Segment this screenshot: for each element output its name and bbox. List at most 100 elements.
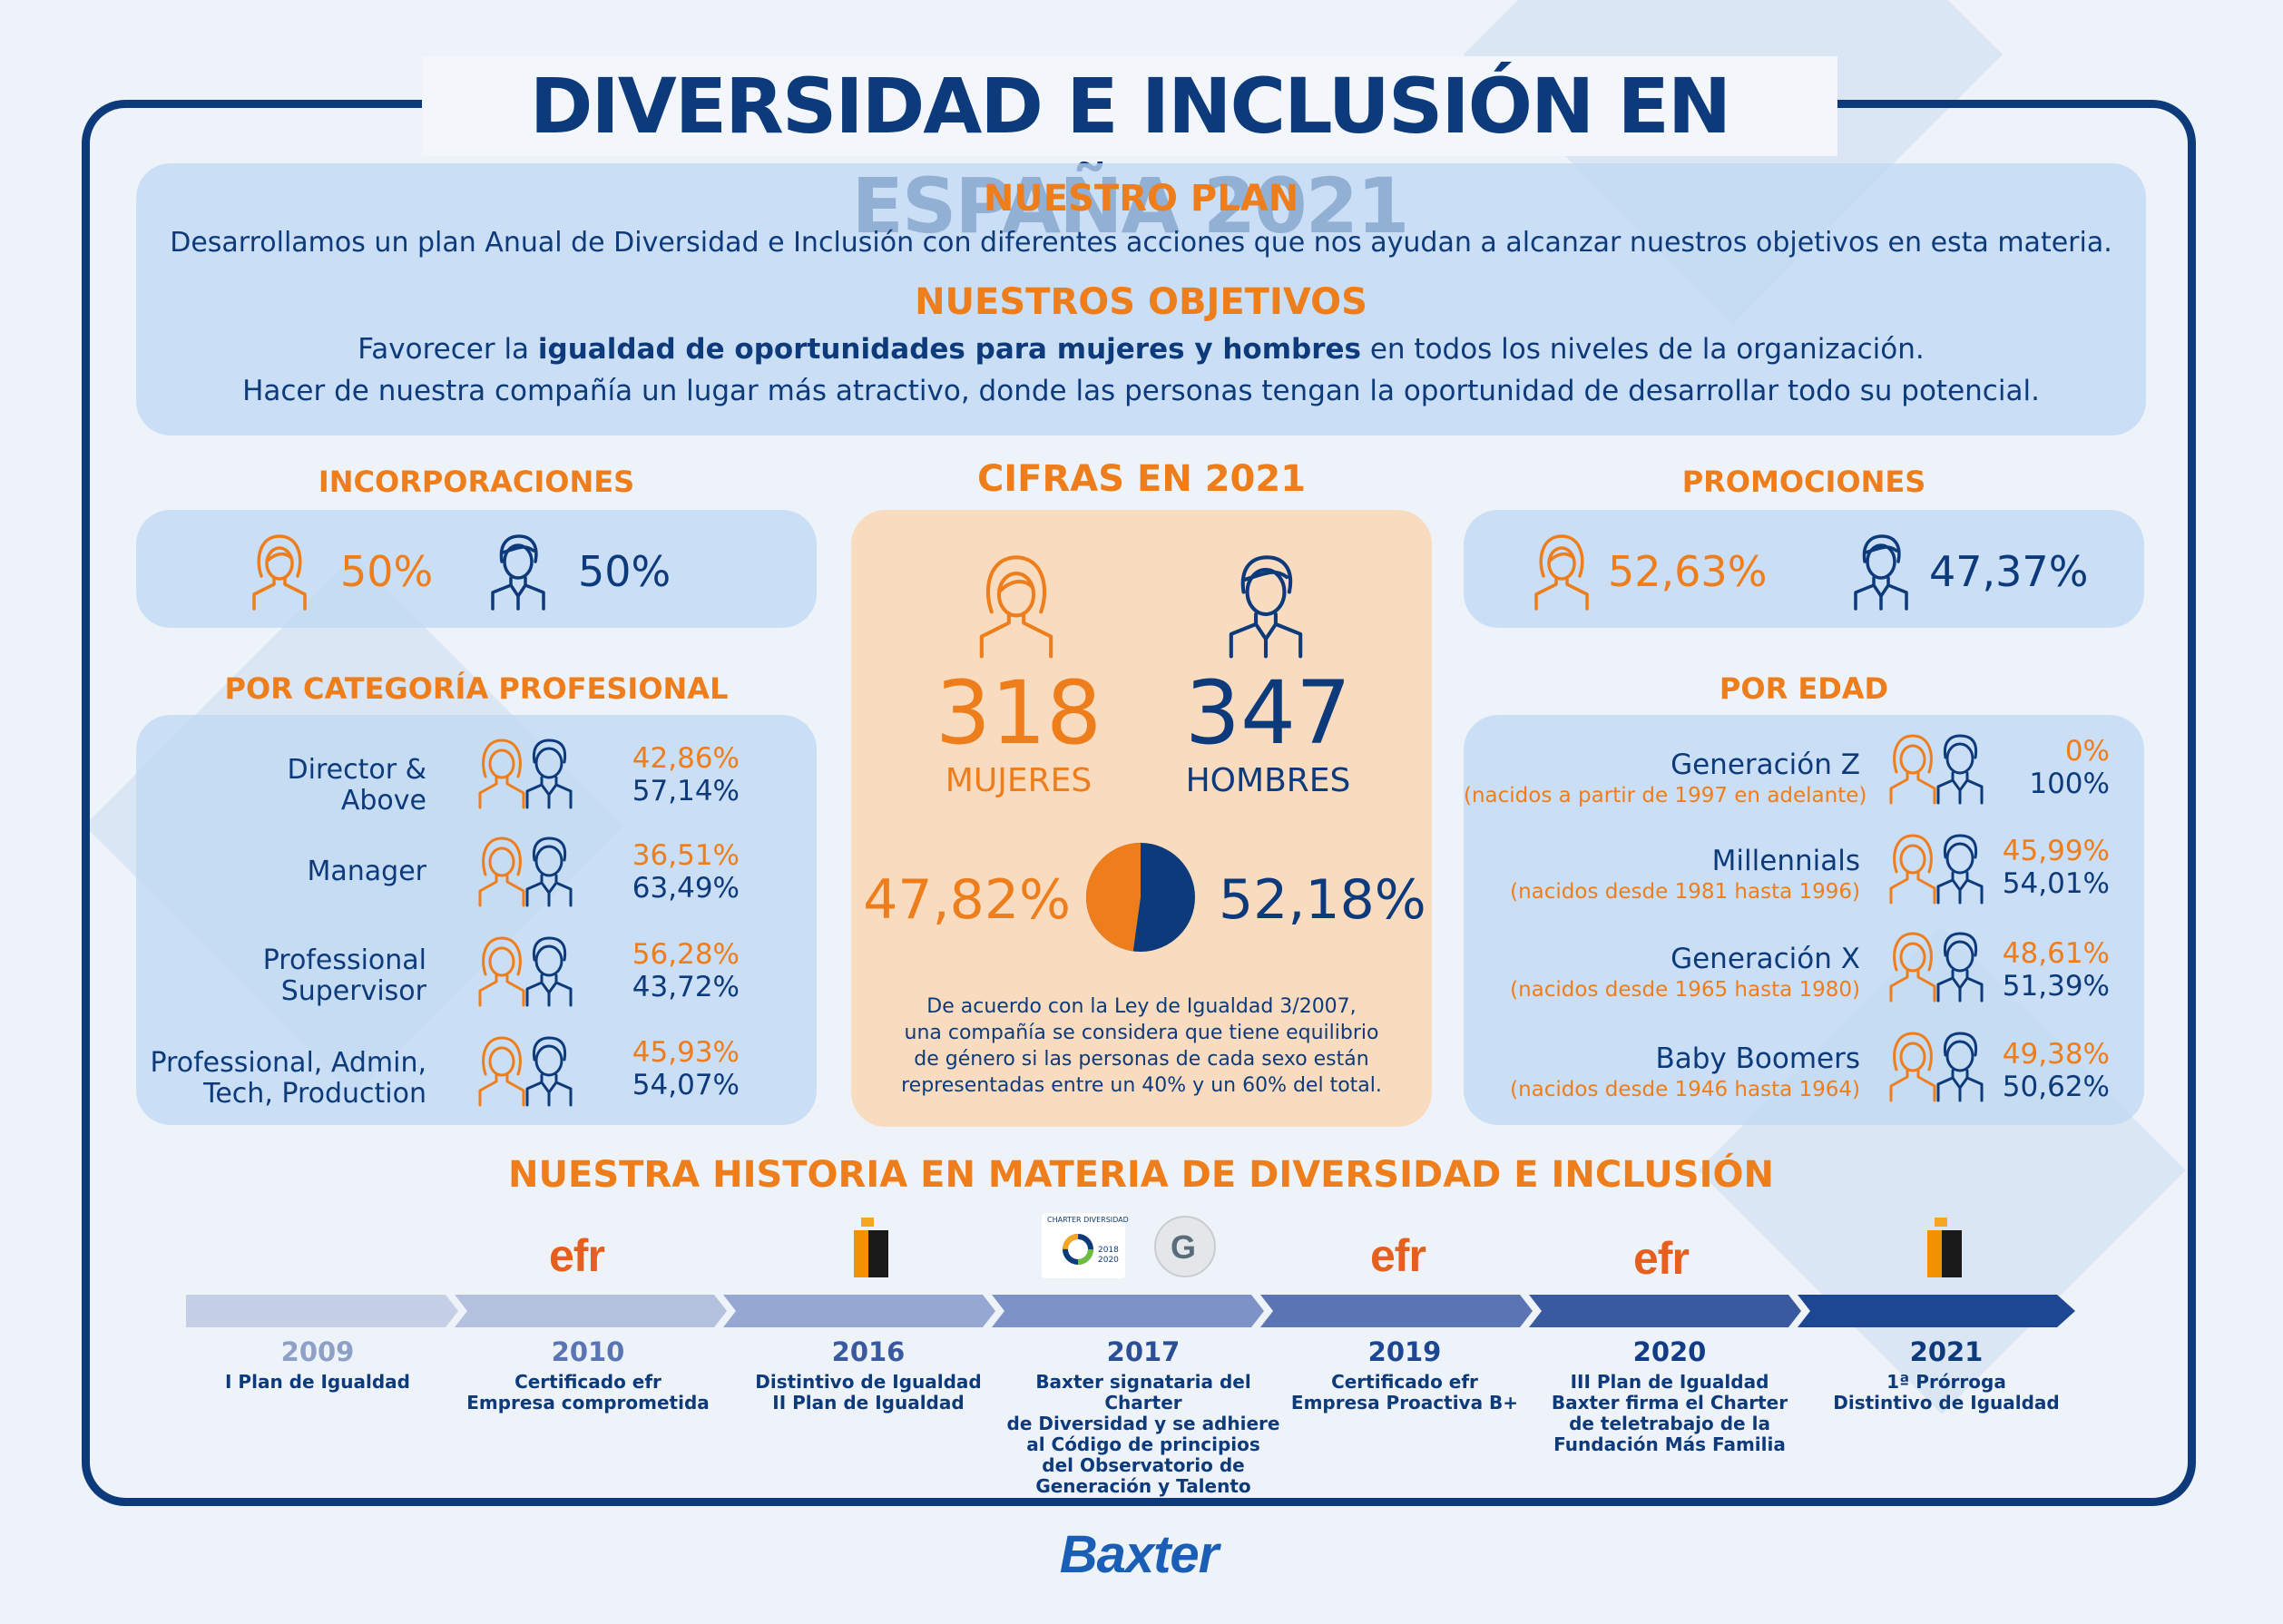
promociones-women-pct: 52,63% <box>1608 547 1768 596</box>
categoria-label-line: Professional <box>262 944 426 976</box>
categoria-men-pct: 54,07% <box>632 1069 740 1101</box>
man-icon <box>491 534 545 611</box>
timeline-desc-line: I Plan de Igualdad <box>225 1371 410 1393</box>
edad-label-main: Millennials <box>1711 845 1860 877</box>
timeline-desc-line: Generación y Talento <box>1035 1475 1251 1497</box>
timeline-bar <box>186 1295 2075 1327</box>
timeline-desc-line: Baxter signataria del Charter <box>1035 1371 1251 1414</box>
categoria-women-pct: 36,51% <box>632 839 740 872</box>
objetivos-line1-start: Favorecer la <box>358 333 538 366</box>
edad-pcts: 45,99% 54,01% <box>1978 835 2110 900</box>
objetivos-line2: Hacer de nuestra compañía un lugar más a… <box>242 375 2040 407</box>
cifras-note-line: una compañía se considera que tiene equi… <box>904 1022 1379 1044</box>
timeline-desc-line: Empresa Proactiva B+ <box>1290 1392 1519 1414</box>
timeline-desc: III Plan de Igualdad Baxter firma el Char… <box>1529 1372 1810 1455</box>
couple-icon <box>1889 932 1984 1003</box>
timeline-year: 2021 <box>1909 1336 1984 1367</box>
edad-label-sub: (nacidos desde 1946 hasta 1964) <box>1510 1078 1860 1101</box>
timeline-year: 2009 <box>280 1336 355 1367</box>
timeline-desc-line: de teletrabajo de la <box>1569 1413 1770 1434</box>
timeline-desc-line: de Diversidad y se adhiere <box>1006 1413 1280 1434</box>
timeline-desc: Distintivo de Igualdad II Plan de Igualda… <box>728 1372 1009 1414</box>
cifras-note-line: De acuerdo con la Ley de Igualdad 3/2007… <box>926 995 1357 1018</box>
charter-logo-years: 2018 2020 <box>1098 1246 1119 1265</box>
igualdad-logo <box>854 1218 888 1277</box>
promociones-panel <box>1464 510 2144 628</box>
timeline-desc-line: Distintivo de Igualdad <box>755 1371 982 1393</box>
timeline-desc-line: III Plan de Igualdad <box>1570 1371 1769 1393</box>
cifras-panel <box>851 510 1432 1127</box>
categoria-label: Manager <box>136 856 427 887</box>
timeline-desc-line: Distintivo de Igualdad <box>1833 1392 2060 1414</box>
women-count: 318 <box>935 662 1102 764</box>
cifras-note: De acuerdo con la Ley de Igualdad 3/2007… <box>851 993 1432 1099</box>
edad-men-pct: 50,62% <box>2002 1071 2110 1103</box>
categoria-label-line: Tech, Production <box>203 1078 426 1110</box>
timeline-year: 2010 <box>551 1336 625 1367</box>
categoria-men-pct: 43,72% <box>632 971 740 1003</box>
timeline-desc: 1ª Prórroga Distintivo de Igualdad <box>1806 1372 2087 1414</box>
incorporaciones-heading: INCORPORACIONES <box>318 465 635 499</box>
categoria-pcts: 45,93% 54,07% <box>599 1036 740 1101</box>
couple-icon <box>1889 734 1984 805</box>
timeline-desc-line: Empresa comprometida <box>466 1392 710 1414</box>
charter-ring-icon <box>1063 1234 1093 1265</box>
edad-label-sub: (nacidos a partir de 1997 en adelante) <box>1464 784 1867 807</box>
objetivos-line1-end: en todos los niveles de la organización. <box>1360 333 1925 366</box>
categoria-label-line: Professional, Admin, <box>150 1047 426 1079</box>
edad-panel <box>1464 715 2144 1125</box>
categoria-label: Professional Supervisor <box>136 945 426 1007</box>
edad-label-main: Baby Boomers <box>1655 1042 1860 1075</box>
historia-heading: NUESTRA HISTORIA EN MATERIA DE DIVERSIDA… <box>508 1154 1774 1196</box>
categoria-pcts: 42,86% 57,14% <box>599 742 740 807</box>
couple-icon <box>478 936 573 1007</box>
gender-pie-chart <box>1085 843 1195 952</box>
couple-icon <box>478 836 573 907</box>
timeline-desc-line: Certificado efr <box>1331 1371 1478 1393</box>
categoria-label-line: Supervisor <box>280 975 426 1007</box>
categoria-women-pct: 56,28% <box>632 938 740 971</box>
woman-icon <box>1534 534 1589 611</box>
categoria-panel <box>136 715 817 1125</box>
edad-label-main: Generación X <box>1671 943 1860 975</box>
edad-women-pct: 49,38% <box>2002 1038 2110 1071</box>
timeline-year: 2016 <box>831 1336 906 1367</box>
timeline-desc-line: Baxter firma el Charter <box>1551 1392 1788 1414</box>
pie-slice-women <box>1085 843 1141 952</box>
man-icon <box>1854 534 1908 611</box>
edad-women-pct: 0% <box>2064 735 2110 768</box>
timeline-desc-line: 1ª Prórroga <box>1886 1371 2006 1393</box>
charter-diversidad-logo: CHARTER DIVERSIDAD 2018 2020 <box>1042 1213 1129 1278</box>
observatorio-logo: G <box>1154 1216 1216 1277</box>
edad-label-sub: (nacidos desde 1965 hasta 1980) <box>1510 978 1860 1002</box>
plan-panel <box>136 163 2146 435</box>
objetivos-line1-bold: igualdad de oportunidades para mujeres y… <box>537 333 1361 366</box>
women-label: MUJERES <box>945 762 1093 799</box>
categoria-women-pct: 42,86% <box>632 742 740 775</box>
categoria-men-pct: 57,14% <box>632 775 740 807</box>
edad-label-main: Generación Z <box>1671 748 1860 781</box>
categoria-label-line: Manager <box>307 856 427 887</box>
categoria-label-line: Director & <box>287 754 426 786</box>
couple-icon <box>1889 834 1984 905</box>
woman-icon <box>979 555 1053 659</box>
couple-icon <box>478 1036 573 1107</box>
timeline-year: 2019 <box>1367 1336 1442 1367</box>
timeline-desc-line: al Código de principios <box>1026 1433 1260 1455</box>
categoria-pcts: 56,28% 43,72% <box>599 938 740 1003</box>
categoria-men-pct: 63,49% <box>632 872 740 905</box>
timeline-desc-line: Fundación Más Familia <box>1553 1433 1786 1455</box>
timeline-desc-line: del Observatorio de <box>1042 1454 1245 1476</box>
charter-logo-text: CHARTER DIVERSIDAD <box>1047 1216 1129 1224</box>
incorporaciones-men-pct: 50% <box>578 547 671 596</box>
categoria-label: Professional, Admin, Tech, Production <box>136 1048 426 1110</box>
cifras-note-line: representadas entre un 40% y un 60% del … <box>901 1074 1382 1097</box>
timeline-desc: Certificado efr Empresa comprometida <box>447 1372 729 1414</box>
edad-label: Baby Boomers (nacidos desde 1946 hasta 19… <box>1464 1043 1860 1105</box>
baxter-logo: Baxter <box>1059 1525 1220 1584</box>
woman-icon <box>252 534 307 611</box>
timeline-segment <box>1529 1295 1801 1327</box>
edad-men-pct: 54,01% <box>2002 867 2110 900</box>
timeline-segment <box>723 1295 995 1327</box>
plan-heading: NUESTRO PLAN <box>983 178 1299 220</box>
